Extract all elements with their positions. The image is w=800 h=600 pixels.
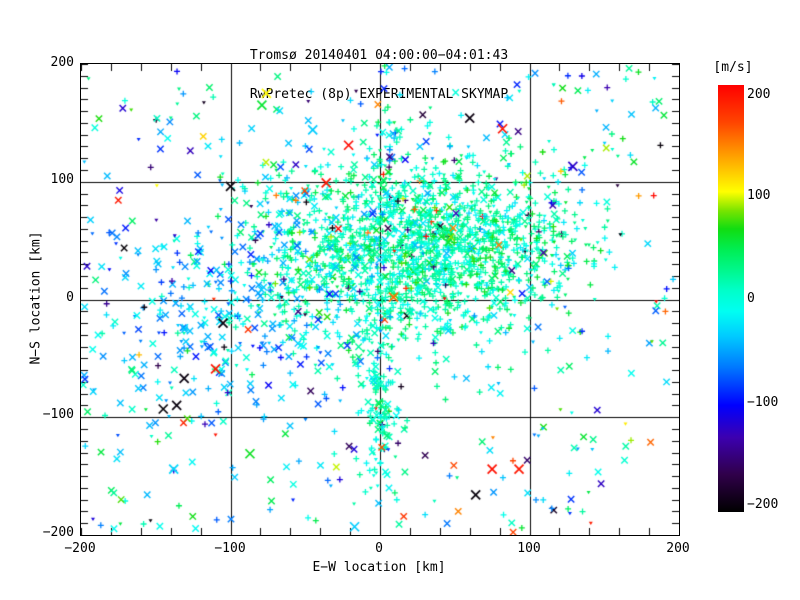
y-tick-neg200: −200 (42, 525, 74, 540)
y-tick-200: 200 (50, 55, 74, 70)
colorbar-tick-neg200: −200 (747, 497, 779, 512)
x-tick-neg200: −200 (64, 541, 96, 556)
x-tick-neg100: −100 (214, 541, 246, 556)
skymap-scatter-canvas (81, 64, 679, 535)
colorbar-tick-neg100: −100 (747, 395, 779, 410)
y-axis-title: N−S location [km] (28, 231, 44, 365)
plot-area (80, 63, 680, 536)
x-tick-100: 100 (517, 541, 541, 556)
colorbar-tick-0: 0 (747, 291, 755, 306)
y-tick-0: 0 (66, 290, 74, 305)
x-tick-0: 0 (375, 541, 383, 556)
colorbar-units-label: [m/s] (713, 60, 753, 75)
y-tick-neg100: −100 (42, 407, 74, 422)
x-axis-title: E−W location [km] (312, 560, 446, 575)
x-tick-200: 200 (666, 541, 690, 556)
title-line-1: Tromsø 20140401 04:00:00−04:01:43 (249, 48, 509, 63)
y-tick-100: 100 (50, 172, 74, 187)
colorbar-tick-200: 200 (747, 87, 771, 102)
colorbar-gradient (718, 85, 744, 512)
colorbar-tick-100: 100 (747, 188, 771, 203)
